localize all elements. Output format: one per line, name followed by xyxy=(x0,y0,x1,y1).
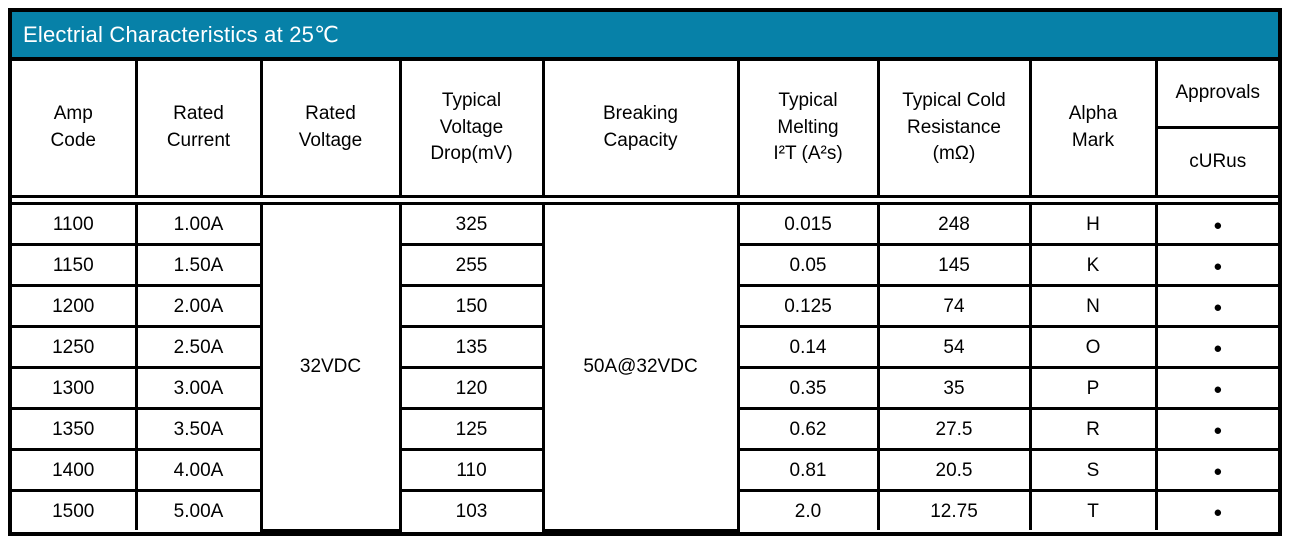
cell-rated-current: 5.00A xyxy=(134,489,263,530)
table-row: 1250 2.50A 135 0.14 54 O ● xyxy=(12,325,1278,369)
cell-melting-i2t: 2.0 xyxy=(736,489,880,530)
cell-cold-resistance: 35 xyxy=(876,366,1032,410)
cell-voltage-drop: 135 xyxy=(398,325,545,369)
cell-melting-i2t: 0.62 xyxy=(736,407,880,451)
cell-alpha-mark: H xyxy=(1028,203,1158,246)
cell-voltage-drop: 325 xyxy=(398,203,545,246)
table-row: 1300 3.00A 120 0.35 35 P ● xyxy=(12,366,1278,410)
approval-dot-icon: ● xyxy=(1213,257,1223,275)
cell-approval: ● xyxy=(1154,203,1278,246)
approval-dot-icon: ● xyxy=(1213,503,1223,521)
cell-melting-i2t: 0.14 xyxy=(736,325,880,369)
col-header-approvals: Approvals xyxy=(1154,61,1278,129)
header-body-divider xyxy=(12,198,1278,202)
cell-alpha-mark: R xyxy=(1028,407,1158,451)
cell-approval: ● xyxy=(1154,366,1278,410)
cell-rated-current: 3.50A xyxy=(134,407,263,451)
col-header-curus: cURus xyxy=(1156,126,1278,197)
cell-amp-code: 1400 xyxy=(12,448,138,492)
cell-alpha-mark: S xyxy=(1028,448,1158,492)
cell-amp-code: 1250 xyxy=(12,325,138,369)
cell-melting-i2t: 0.35 xyxy=(736,366,880,410)
cell-cold-resistance: 145 xyxy=(876,243,1032,287)
table-body: 1100 1.00A 32VDC 325 50A@32VDC 0.015 248… xyxy=(12,202,1278,532)
cell-melting-i2t: 0.125 xyxy=(736,284,880,328)
col-header-rated-voltage: Rated Voltage xyxy=(259,61,402,198)
table-row: 1200 2.00A 150 0.125 74 N ● xyxy=(12,284,1278,328)
cell-rated-current: 3.00A xyxy=(134,366,263,410)
cell-cold-resistance: 248 xyxy=(876,203,1032,246)
cell-alpha-mark: O xyxy=(1028,325,1158,369)
col-header-breaking-capacity: Breaking Capacity xyxy=(541,61,740,198)
cell-rated-current: 2.00A xyxy=(134,284,263,328)
table-row: 1150 1.50A 255 0.05 145 K ● xyxy=(12,243,1278,287)
cell-cold-resistance: 74 xyxy=(876,284,1032,328)
approval-dot-icon: ● xyxy=(1213,421,1223,439)
cell-cold-resistance: 20.5 xyxy=(876,448,1032,492)
section-title: Electrial Characteristics at 25℃ xyxy=(23,21,339,47)
approval-dot-icon: ● xyxy=(1213,298,1223,316)
cell-amp-code: 1150 xyxy=(12,243,138,287)
cell-melting-i2t: 0.05 xyxy=(736,243,880,287)
col-header-cold-resistance: Typical Cold Resistance (mΩ) xyxy=(876,61,1032,198)
col-header-amp-code: Amp Code xyxy=(12,61,138,198)
approval-dot-icon: ● xyxy=(1213,339,1223,357)
approval-dot-icon: ● xyxy=(1213,380,1223,398)
cell-cold-resistance: 27.5 xyxy=(876,407,1032,451)
cell-melting-i2t: 0.015 xyxy=(736,203,880,246)
cell-voltage-drop: 110 xyxy=(398,448,545,492)
cell-approval: ● xyxy=(1154,284,1278,328)
cell-rated-current: 1.00A xyxy=(134,203,263,246)
approval-dot-icon: ● xyxy=(1213,462,1223,480)
table-row: 1500 5.00A 103 2.0 12.75 T ● xyxy=(12,489,1278,530)
cell-alpha-mark: T xyxy=(1028,489,1158,530)
cell-approval: ● xyxy=(1154,448,1278,492)
cell-amp-code: 1300 xyxy=(12,366,138,410)
electrical-characteristics-panel: Electrial Characteristics at 25℃ Amp Cod… xyxy=(8,8,1282,536)
cell-alpha-mark: K xyxy=(1028,243,1158,287)
col-header-melting-i2t: Typical Melting I²T (A²s) xyxy=(736,61,880,198)
cell-amp-code: 1500 xyxy=(12,489,138,530)
cell-rated-current: 1.50A xyxy=(134,243,263,287)
approval-dot-icon: ● xyxy=(1213,216,1223,234)
table-row: 1400 4.00A 110 0.81 20.5 S ● xyxy=(12,448,1278,492)
cell-melting-i2t: 0.81 xyxy=(736,448,880,492)
cell-amp-code: 1350 xyxy=(12,407,138,451)
cell-voltage-drop: 103 xyxy=(398,489,545,530)
table-row: 1350 3.50A 125 0.62 27.5 R ● xyxy=(12,407,1278,451)
section-title-bar: Electrial Characteristics at 25℃ xyxy=(12,12,1278,61)
cell-approval: ● xyxy=(1154,407,1278,451)
cell-rated-current: 4.00A xyxy=(134,448,263,492)
cell-voltage-drop: 150 xyxy=(398,284,545,328)
table-header: Amp Code Rated Current Rated Voltage Typ… xyxy=(12,61,1278,198)
cell-voltage-drop: 120 xyxy=(398,366,545,410)
cell-amp-code: 1200 xyxy=(12,284,138,328)
cell-alpha-mark: P xyxy=(1028,366,1158,410)
cell-breaking-capacity-merged: 50A@32VDC xyxy=(541,203,740,532)
cell-rated-current: 2.50A xyxy=(134,325,263,369)
col-header-alpha-mark: Alpha Mark xyxy=(1028,61,1158,198)
cell-cold-resistance: 12.75 xyxy=(876,489,1032,530)
cell-approval: ● xyxy=(1154,325,1278,369)
table-row: 1100 1.00A 32VDC 325 50A@32VDC 0.015 248… xyxy=(12,203,1278,532)
col-header-rated-current: Rated Current xyxy=(134,61,263,198)
cell-voltage-drop: 125 xyxy=(398,407,545,451)
cell-alpha-mark: N xyxy=(1028,284,1158,328)
cell-voltage-drop: 255 xyxy=(398,243,545,287)
col-header-voltage-drop: Typical Voltage Drop(mV) xyxy=(398,61,545,198)
cell-cold-resistance: 54 xyxy=(876,325,1032,369)
cell-amp-code: 1100 xyxy=(12,203,138,246)
cell-rated-voltage-merged: 32VDC xyxy=(259,203,402,532)
cell-approval: ● xyxy=(1154,243,1278,287)
cell-approval: ● xyxy=(1154,489,1278,530)
